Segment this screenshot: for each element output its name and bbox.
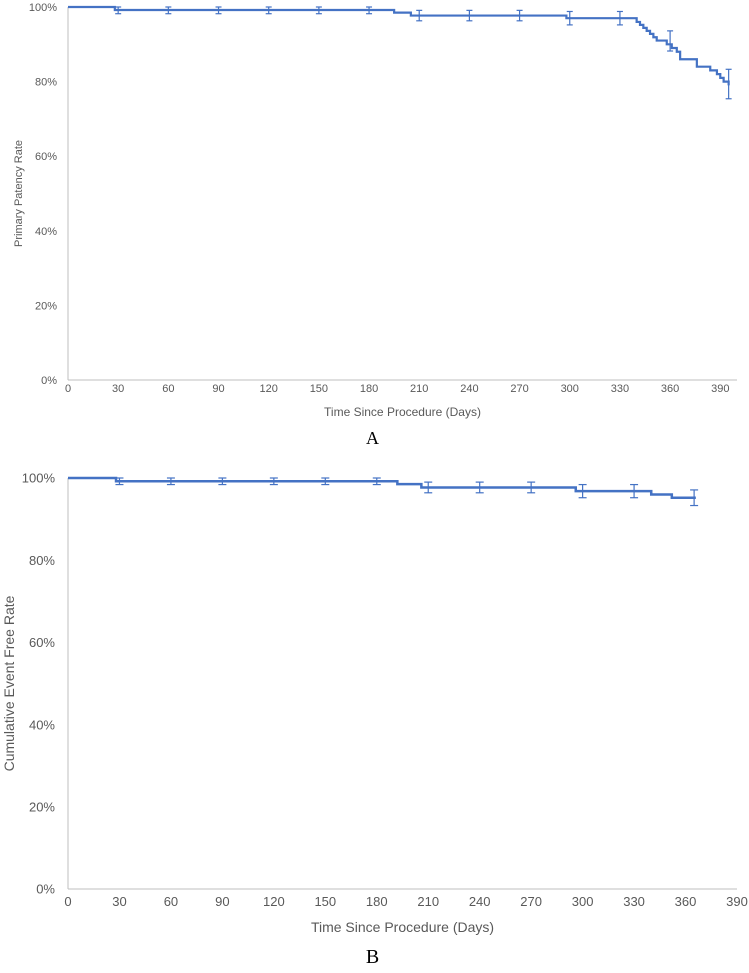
y-axis-title: Primary Patency Rate — [13, 140, 25, 247]
x-tick-label: 360 — [675, 894, 697, 909]
error-bar — [218, 477, 227, 486]
x-tick-label: 390 — [711, 383, 729, 395]
x-tick-label: 330 — [623, 894, 645, 909]
chart-panel-a: 0 30 60 90 120 150 180 210 240 270 300 330 360 390 0% 2… — [13, 2, 737, 448]
y-tick-label: 0% — [36, 882, 55, 897]
error-bar — [475, 481, 484, 494]
error-bar — [725, 68, 732, 100]
y-tick-label: 0% — [41, 375, 57, 387]
panel-label: A — [366, 428, 379, 448]
x-tick-label: 150 — [314, 894, 336, 909]
error-bar — [372, 477, 381, 486]
x-axis-title: Time Since Procedure (Days) — [311, 919, 494, 935]
error-bar — [466, 9, 473, 22]
error-bar — [667, 30, 674, 52]
error-bar — [215, 6, 222, 15]
series-line — [68, 5, 730, 86]
y-tick-label: 20% — [35, 300, 57, 312]
error-bar — [616, 10, 623, 26]
series-line — [68, 476, 696, 499]
y-axis-title: Cumulative Event Free Rate — [1, 595, 17, 771]
x-tick-label: 0 — [65, 383, 71, 395]
x-tick-label: 30 — [112, 383, 124, 395]
error-bar — [416, 9, 423, 22]
x-axis-title: Time Since Procedure (Days) — [324, 405, 481, 419]
error-bar — [630, 483, 639, 499]
y-tick-label: 80% — [29, 553, 55, 568]
x-tick-label: 240 — [460, 383, 478, 395]
y-tick-label: 100% — [29, 2, 57, 14]
y-tick-label: 60% — [35, 151, 57, 163]
error-bar — [566, 10, 573, 26]
x-tick-label: 360 — [661, 383, 679, 395]
error-bar — [424, 481, 433, 494]
x-tick-label: 180 — [366, 894, 388, 909]
x-tick-label: 120 — [263, 894, 285, 909]
y-tick-label: 40% — [29, 717, 55, 732]
error-bar — [115, 477, 124, 486]
x-tick-label: 390 — [726, 894, 748, 909]
x-tick-label: 300 — [561, 383, 579, 395]
y-tick-label: 40% — [35, 226, 57, 238]
x-tick-label: 60 — [162, 383, 174, 395]
error-bar — [265, 6, 272, 15]
panel-label: B — [366, 946, 379, 968]
y-tick-label: 100% — [22, 471, 56, 486]
error-bar — [315, 6, 322, 15]
error-bar — [165, 6, 172, 15]
x-tick-label: 90 — [212, 383, 224, 395]
x-tick-label: 330 — [611, 383, 629, 395]
error-bar — [516, 9, 523, 22]
x-tick-label: 180 — [360, 383, 378, 395]
x-tick-label: 210 — [417, 894, 439, 909]
error-bar — [166, 477, 175, 486]
chart-panel-b: 0 30 60 90 120 150 180 210 240 270 300 330 360 390 0% 2… — [1, 471, 748, 968]
y-tick-label: 20% — [29, 799, 55, 814]
error-bar — [269, 477, 278, 486]
x-tick-label: 270 — [520, 894, 542, 909]
error-bar — [690, 489, 699, 507]
x-tick-label: 300 — [572, 894, 594, 909]
error-bar — [366, 6, 373, 15]
x-tick-label: 210 — [410, 383, 428, 395]
x-tick-label: 270 — [510, 383, 528, 395]
error-bar — [321, 477, 330, 486]
x-tick-label: 150 — [310, 383, 328, 395]
y-tick-label: 80% — [35, 77, 57, 89]
x-tick-label: 240 — [469, 894, 491, 909]
x-tick-label: 120 — [260, 383, 278, 395]
y-tick-label: 60% — [29, 635, 55, 650]
x-tick-label: 0 — [64, 894, 71, 909]
x-tick-label: 90 — [215, 894, 229, 909]
error-bar — [527, 481, 536, 494]
error-bar — [115, 6, 122, 15]
x-tick-label: 60 — [164, 894, 178, 909]
x-tick-label: 30 — [112, 894, 126, 909]
error-bar — [578, 483, 587, 499]
